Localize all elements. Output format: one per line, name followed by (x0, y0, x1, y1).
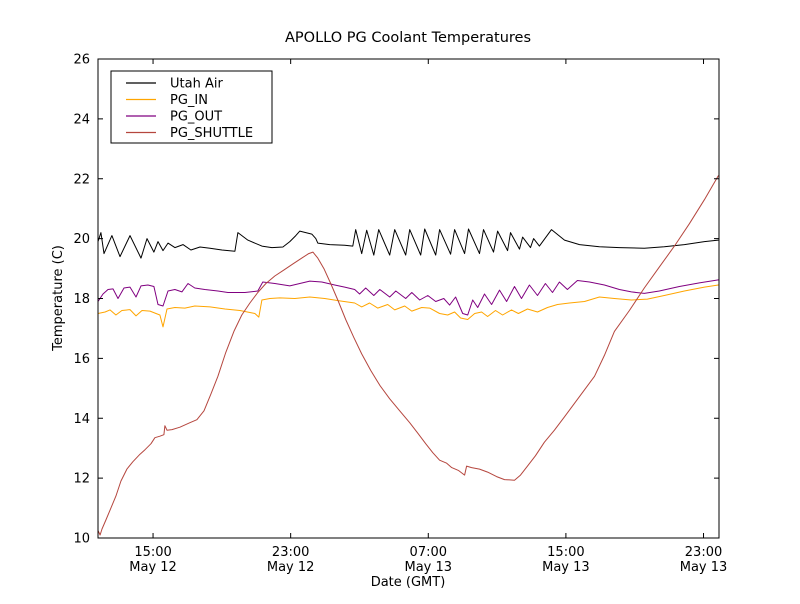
x-tick-label-time: 07:00 (410, 545, 447, 560)
y-tick-label: 20 (73, 232, 90, 247)
x-tick-label-date: May 13 (542, 560, 590, 575)
y-tick-label: 12 (73, 472, 90, 487)
series-layer (97, 175, 719, 536)
y-tick-label: 22 (73, 172, 90, 187)
y-tick-label: 18 (73, 292, 90, 307)
series-line-utah-air (97, 228, 719, 259)
series-line-pg_shuttle (97, 175, 719, 536)
series-line-pg_out (97, 279, 719, 316)
x-tick-label-date: May 13 (405, 560, 453, 575)
x-tick-label-time: 23:00 (272, 545, 309, 560)
chart-title: APOLLO PG Coolant Temperatures (285, 30, 531, 46)
x-tick-label-time: 15:00 (134, 545, 171, 560)
y-tick-label: 26 (73, 53, 90, 68)
legend-label-pg_in: PG_IN (170, 93, 208, 108)
y-tick-label: 10 (73, 532, 90, 547)
legend-label-pg_shuttle: PG_SHUTTLE (170, 126, 253, 141)
y-tick-label: 24 (73, 112, 90, 127)
x-tick-label-time: 23:00 (685, 545, 722, 560)
x-tick-label-date: May 12 (267, 560, 315, 575)
series-line-pg_in (97, 284, 719, 328)
y-tick-label: 14 (73, 412, 90, 427)
x-tick-label-date: May 13 (680, 560, 728, 575)
y-tick-label: 16 (73, 352, 90, 367)
x-axis-label: Date (GMT) (371, 575, 446, 590)
x-tick-label-time: 15:00 (547, 545, 584, 560)
legend-label-utah-air: Utah Air (170, 77, 223, 92)
x-tick-label-date: May 12 (129, 560, 177, 575)
legend-label-pg_out: PG_OUT (170, 110, 222, 125)
y-axis-label: Temperature (C) (51, 245, 66, 352)
